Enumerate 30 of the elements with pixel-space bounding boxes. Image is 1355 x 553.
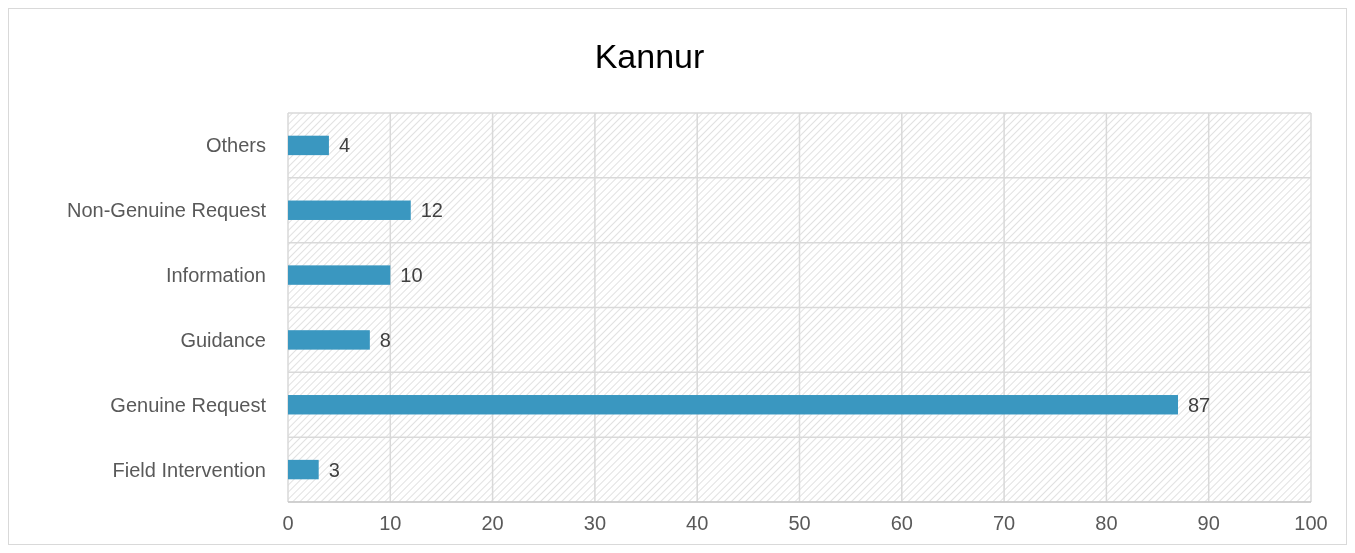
x-tick-label: 90 bbox=[1197, 512, 1220, 534]
y-tick-label: Genuine Request bbox=[110, 393, 267, 416]
x-tick-label: 70 bbox=[992, 512, 1016, 534]
x-tick-label: 30 bbox=[583, 512, 607, 534]
y-tick-label: Field Intervention bbox=[112, 458, 266, 481]
data-label: 12 bbox=[420, 199, 444, 222]
x-tick-label: 50 bbox=[788, 512, 811, 534]
x-tick-label: 20 bbox=[481, 512, 504, 534]
data-label: 4 bbox=[338, 134, 351, 157]
y-tick-label: Others bbox=[205, 134, 266, 157]
x-tick-label: 10 bbox=[379, 512, 402, 534]
y-tick-label: Information bbox=[165, 264, 266, 287]
data-label: 8 bbox=[379, 328, 391, 351]
data-label: 10 bbox=[400, 264, 423, 287]
x-tick-label: 60 bbox=[890, 512, 913, 534]
bar bbox=[288, 200, 411, 220]
chart-title: Kannur bbox=[594, 37, 705, 75]
x-tick-label: 80 bbox=[1095, 512, 1118, 534]
data-label: 3 bbox=[328, 458, 340, 481]
x-tick-label: 100 bbox=[1294, 512, 1328, 534]
bar bbox=[288, 459, 319, 480]
bar bbox=[288, 135, 329, 156]
bar bbox=[288, 330, 370, 350]
bar bbox=[288, 265, 391, 285]
y-tick-label: Guidance bbox=[180, 328, 266, 351]
y-tick-label: Non-Genuine Request bbox=[66, 199, 267, 222]
x-tick-label: 0 bbox=[282, 512, 294, 534]
x-tick-label: 40 bbox=[686, 512, 709, 534]
bar bbox=[288, 395, 1179, 415]
data-label: 87 bbox=[1188, 393, 1211, 416]
